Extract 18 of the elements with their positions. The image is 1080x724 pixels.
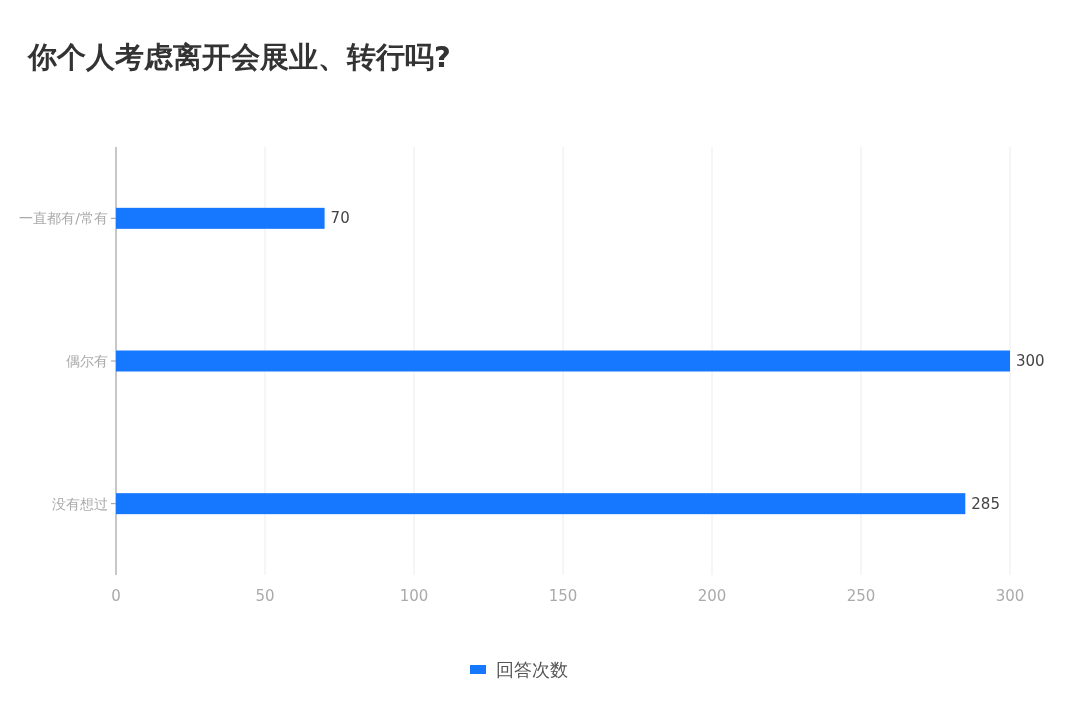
x-tick-label: 0 [111,587,121,605]
legend-label: 回答次数 [496,659,568,680]
bar [116,207,325,229]
data-label: 285 [971,494,1000,513]
bar [116,350,1010,372]
y-tick-label: 没有想过 [52,495,108,512]
data-label: 300 [1016,352,1045,370]
data-label: 70 [330,209,350,228]
x-tick-label: 200 [697,587,727,605]
y-tick-label: 一直都有/常有 [19,210,108,227]
y-tick-label: 偶尔有 [66,353,108,369]
x-tick-label: 150 [548,587,578,605]
x-tick-label: 50 [255,587,275,605]
bar [116,493,966,515]
x-tick-label: 300 [995,587,1025,605]
x-tick-label: 250 [846,587,876,605]
chart-title: 你个人考虑离开会展业、转行吗? [26,40,451,74]
x-tick-label: 100 [399,587,429,605]
